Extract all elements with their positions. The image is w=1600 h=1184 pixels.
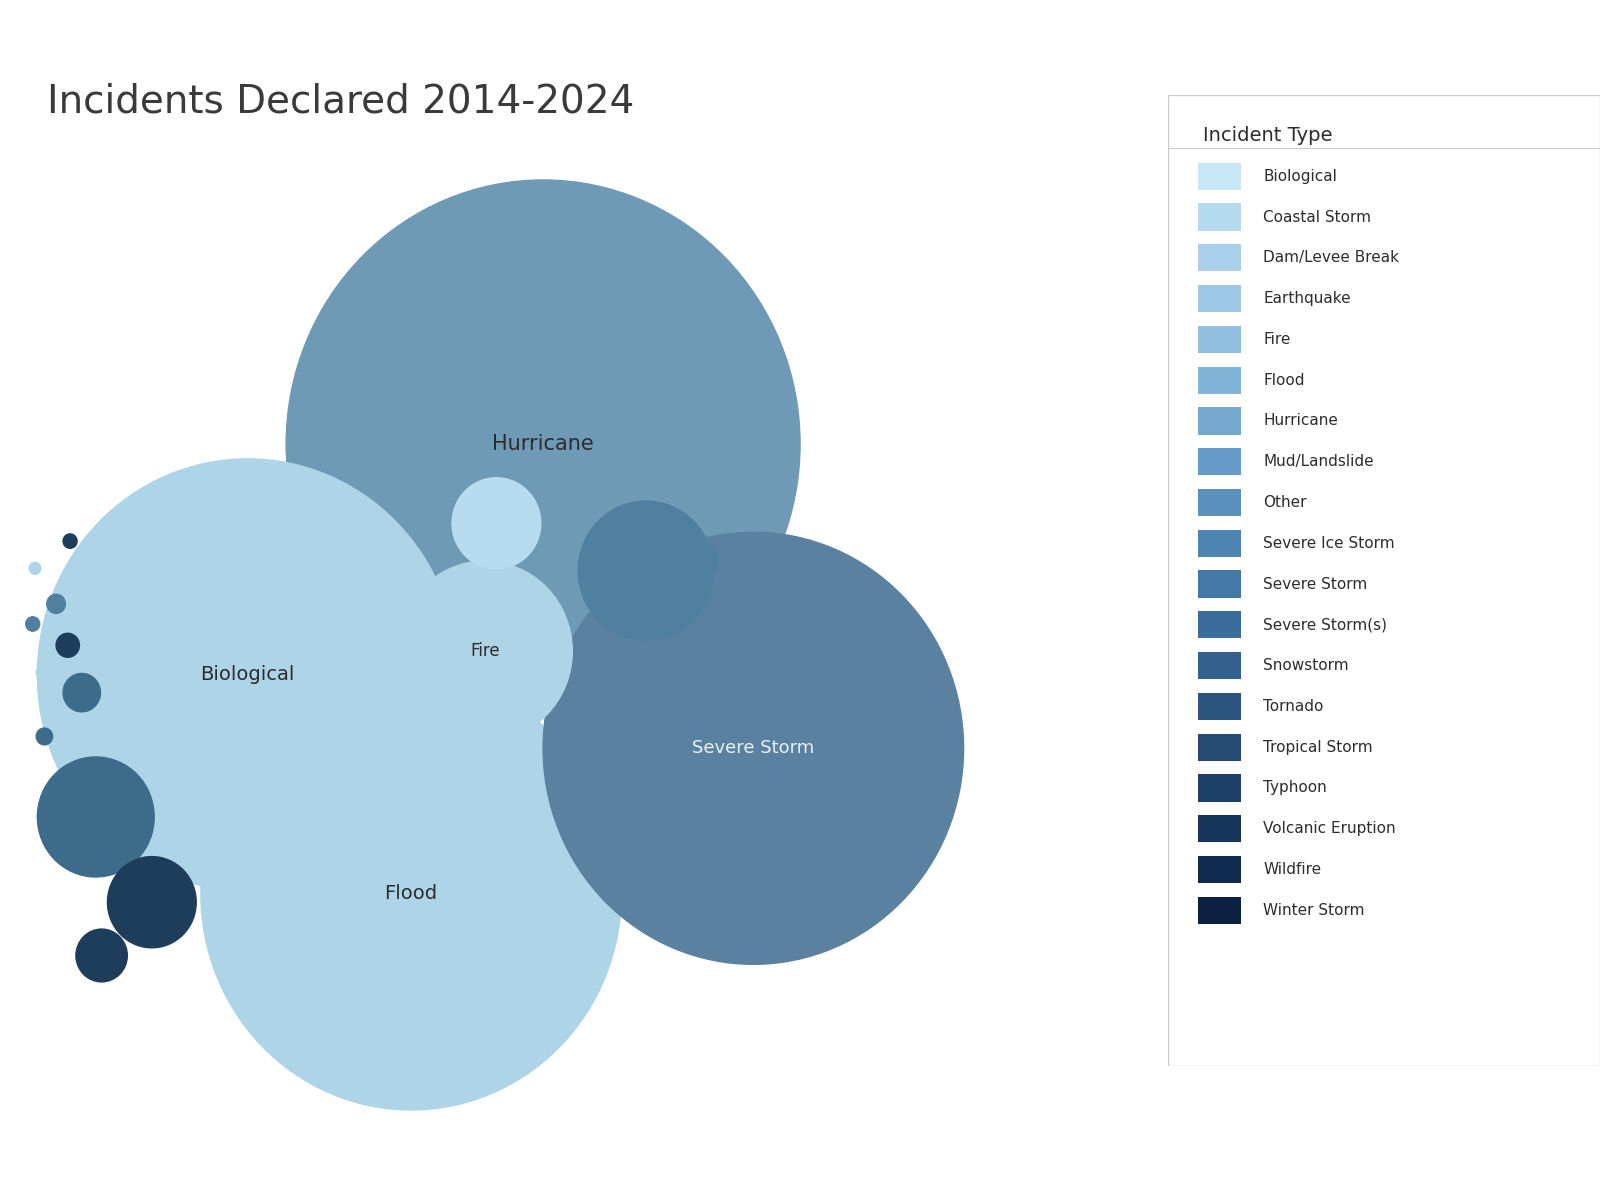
FancyBboxPatch shape (1198, 571, 1242, 598)
Text: Severe Ice Storm: Severe Ice Storm (1262, 536, 1395, 551)
Text: Severe Storm: Severe Storm (1262, 577, 1368, 592)
Ellipse shape (107, 856, 197, 948)
Ellipse shape (453, 477, 541, 570)
FancyBboxPatch shape (1198, 204, 1242, 231)
Ellipse shape (202, 678, 621, 1109)
Ellipse shape (542, 533, 963, 964)
Text: Earthquake: Earthquake (1262, 291, 1350, 307)
FancyBboxPatch shape (1198, 244, 1242, 271)
Ellipse shape (56, 633, 80, 657)
FancyBboxPatch shape (1198, 448, 1242, 475)
Text: Winter Storm: Winter Storm (1262, 902, 1365, 918)
FancyBboxPatch shape (1198, 367, 1242, 394)
FancyBboxPatch shape (1198, 489, 1242, 516)
Ellipse shape (37, 728, 53, 745)
Text: Volcanic Eruption: Volcanic Eruption (1262, 822, 1395, 836)
Text: Flood: Flood (384, 884, 438, 903)
Text: Flood: Flood (1262, 373, 1304, 387)
FancyBboxPatch shape (1198, 693, 1242, 720)
Text: Severe Storm(s): Severe Storm(s) (1262, 617, 1387, 632)
Ellipse shape (666, 536, 717, 588)
FancyBboxPatch shape (1198, 285, 1242, 313)
Text: Snowstorm: Snowstorm (1262, 658, 1349, 673)
Text: Other: Other (1262, 495, 1307, 510)
Ellipse shape (75, 929, 128, 982)
Text: Incidents Declared 2014-2024: Incidents Declared 2014-2024 (46, 83, 634, 121)
Ellipse shape (62, 674, 101, 712)
FancyBboxPatch shape (1198, 815, 1242, 842)
Ellipse shape (37, 757, 154, 877)
FancyBboxPatch shape (1198, 407, 1242, 435)
Ellipse shape (37, 667, 48, 678)
FancyBboxPatch shape (1198, 529, 1242, 556)
FancyBboxPatch shape (1198, 326, 1242, 353)
Ellipse shape (26, 617, 40, 631)
FancyBboxPatch shape (1198, 734, 1242, 761)
Text: Fire: Fire (1262, 332, 1291, 347)
Ellipse shape (29, 562, 42, 574)
Text: Typhoon: Typhoon (1262, 780, 1326, 796)
Text: Biological: Biological (1262, 169, 1338, 184)
FancyBboxPatch shape (1198, 896, 1242, 924)
Text: Mud/Landslide: Mud/Landslide (1262, 455, 1374, 469)
FancyBboxPatch shape (1198, 611, 1242, 638)
Text: Incident Type: Incident Type (1203, 126, 1333, 144)
Text: Hurricane: Hurricane (1262, 413, 1338, 429)
Text: Fire: Fire (470, 642, 499, 661)
Text: Coastal Storm: Coastal Storm (1262, 210, 1371, 225)
Text: Tropical Storm: Tropical Storm (1262, 740, 1373, 754)
Text: Wildfire: Wildfire (1262, 862, 1322, 877)
Text: Hurricane: Hurricane (493, 435, 594, 453)
FancyBboxPatch shape (1198, 162, 1242, 189)
FancyBboxPatch shape (1198, 652, 1242, 680)
Text: Biological: Biological (200, 665, 294, 684)
Ellipse shape (46, 594, 66, 613)
Ellipse shape (578, 501, 714, 641)
Ellipse shape (397, 561, 573, 741)
Ellipse shape (286, 180, 800, 708)
Ellipse shape (62, 534, 77, 548)
FancyBboxPatch shape (1198, 856, 1242, 883)
Text: Severe Storm: Severe Storm (693, 739, 814, 758)
FancyBboxPatch shape (1198, 774, 1242, 802)
Text: Tornado: Tornado (1262, 699, 1323, 714)
Ellipse shape (37, 459, 458, 890)
Text: Dam/Levee Break: Dam/Levee Break (1262, 250, 1398, 265)
